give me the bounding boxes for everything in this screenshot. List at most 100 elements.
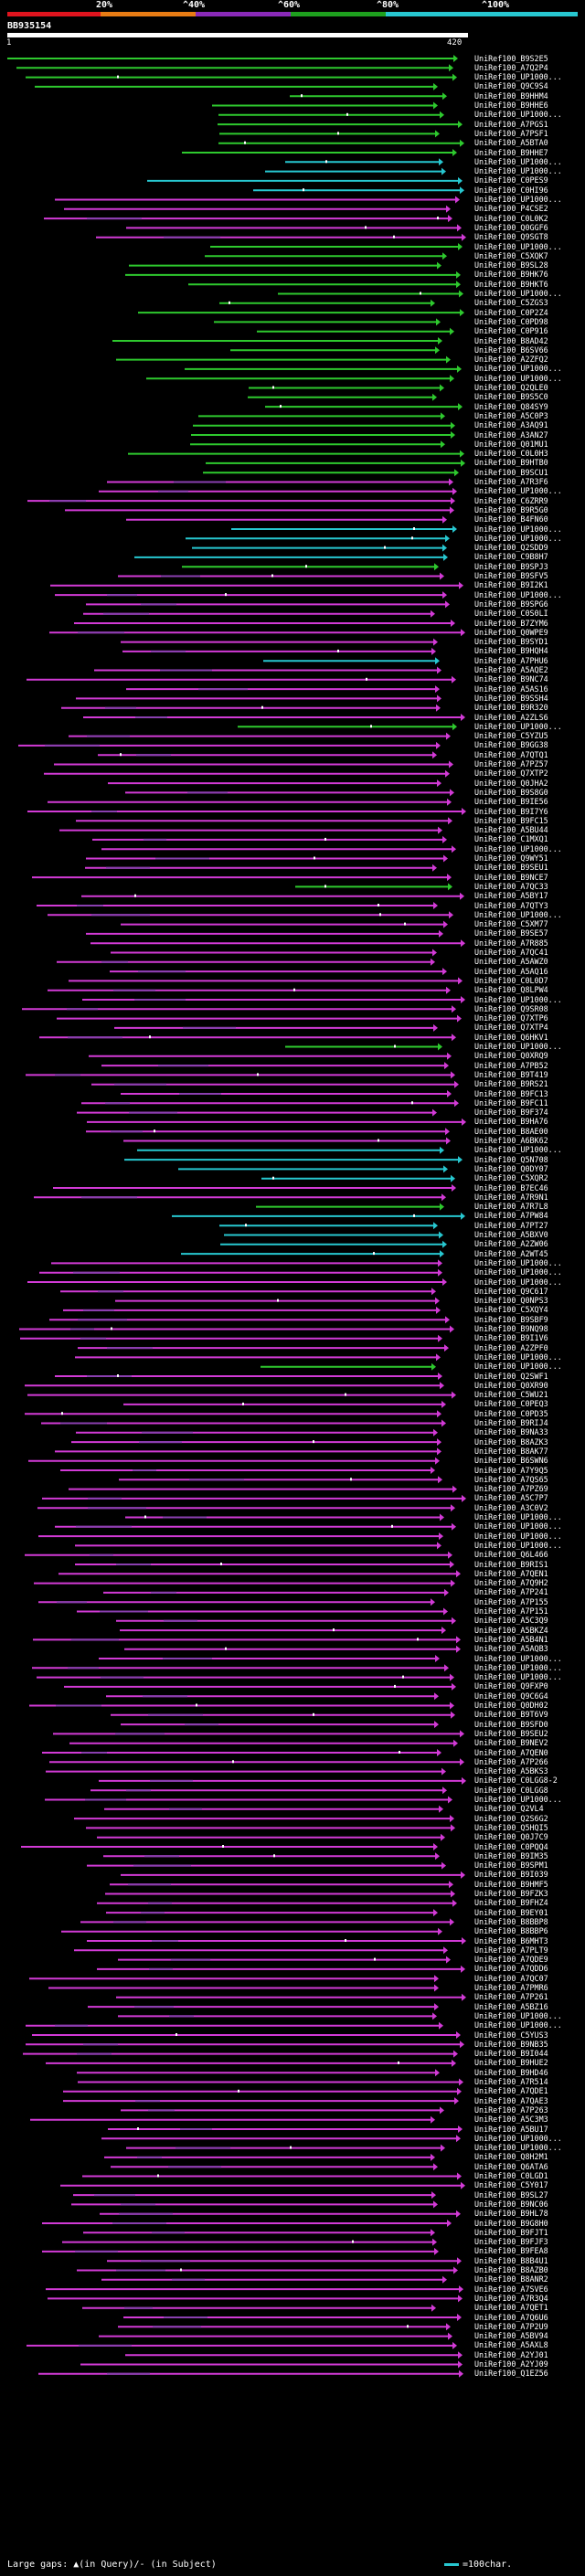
hit-label[interactable]: UniRef100_B9SEU2 [474, 1729, 548, 1738]
hit-label[interactable]: UniRef100_B9SPM1 [474, 1861, 548, 1871]
hit-label[interactable]: UniRef100_Q2QLE0 [474, 384, 548, 392]
hit-label[interactable]: UniRef100_B9I1V6 [474, 1334, 548, 1343]
hit-label[interactable]: UniRef100_A7QC41 [474, 949, 548, 957]
hit-label[interactable]: UniRef100_B9G8H0 [474, 2219, 548, 2228]
hit-label[interactable]: UniRef100_C0PEQ3 [474, 1400, 548, 1409]
hit-label[interactable]: UniRef100_Q9SR08 [474, 1004, 548, 1013]
hit-label[interactable]: UniRef100_A3AQ91 [474, 421, 548, 430]
hit-label[interactable]: UniRef100_B7EC46 [474, 1183, 548, 1193]
hit-label[interactable]: UniRef100_UP1000... [474, 844, 562, 853]
hit-label[interactable]: UniRef100_B9HQH4 [474, 647, 548, 656]
hit-label[interactable]: UniRef100_A7SVE6 [474, 2284, 548, 2294]
hit-label[interactable]: UniRef100_A2YJ09 [474, 2360, 548, 2369]
hit-label[interactable]: UniRef100_UP1000... [474, 534, 562, 543]
hit-label[interactable]: UniRef100_UP1000... [474, 196, 562, 204]
hit-label[interactable]: UniRef100_B9T6V9 [474, 1711, 548, 1720]
hit-label[interactable]: UniRef100_UP1000... [474, 2134, 562, 2143]
hit-label[interactable]: UniRef100_C0S0LI [474, 610, 548, 619]
hit-label[interactable]: UniRef100_UP1000... [474, 590, 562, 599]
hit-label[interactable]: UniRef100_B8B4U1 [474, 2256, 548, 2265]
hit-label[interactable]: UniRef100_Q6HKV1 [474, 1033, 548, 1042]
hit-label[interactable]: UniRef100_Q8H2M1 [474, 2153, 548, 2162]
hit-label[interactable]: UniRef100_A7QEN0 [474, 1748, 548, 1757]
hit-label[interactable]: UniRef100_B9FJT1 [474, 2228, 548, 2237]
hit-label[interactable]: UniRef100_B9HL78 [474, 2210, 548, 2219]
hit-label[interactable]: UniRef100_UP1000... [474, 910, 562, 919]
hit-label[interactable]: UniRef100_B9SBF9 [474, 1315, 548, 1324]
hit-label[interactable]: UniRef100_A7QET1 [474, 2304, 548, 2313]
hit-label[interactable]: UniRef100_C0L0D7 [474, 976, 548, 985]
hit-label[interactable]: UniRef100_UP1000... [474, 1532, 562, 1541]
hit-label[interactable]: UniRef100_A5C7P7 [474, 1494, 548, 1503]
hit-label[interactable]: UniRef100_C0LGG8-2 [474, 1776, 558, 1786]
hit-label[interactable]: UniRef100_B9R320 [474, 704, 548, 713]
hit-label[interactable]: UniRef100_B9NB35 [474, 2040, 548, 2049]
hit-label[interactable]: UniRef100_B4FN60 [474, 515, 548, 525]
hit-label[interactable]: UniRef100_C0P916 [474, 327, 548, 336]
hit-label[interactable]: UniRef100_A5AQB3 [474, 1645, 548, 1654]
hit-label[interactable]: UniRef100_UP1000... [474, 1043, 562, 1051]
hit-label[interactable]: UniRef100_UP1000... [474, 1654, 562, 1663]
hit-label[interactable]: UniRef100_A7R9N1 [474, 1193, 548, 1202]
hit-label[interactable]: UniRef100_A7PLT9 [474, 1945, 548, 1955]
hit-label[interactable]: UniRef100_B9SYD1 [474, 638, 548, 647]
hit-label[interactable]: UniRef100_A7R3F6 [474, 478, 548, 486]
hit-label[interactable]: UniRef100_UP1000... [474, 1362, 562, 1372]
hit-label[interactable]: UniRef100_B9HK76 [474, 270, 548, 280]
hit-label[interactable]: UniRef100_A7R3Q4 [474, 2294, 548, 2303]
hit-label[interactable]: UniRef100_UP1000... [474, 1663, 562, 1672]
hit-label[interactable]: UniRef100_UP1000... [474, 290, 562, 298]
hit-label[interactable]: UniRef100_C5XM77 [474, 920, 548, 929]
hit-label[interactable]: UniRef100_B9S8G0 [474, 788, 548, 797]
hit-label[interactable]: UniRef100_Q1EZ56 [474, 2369, 548, 2379]
hit-label[interactable]: UniRef100_C0PQQ4 [474, 1842, 548, 1851]
hit-label[interactable]: UniRef100_B8BBP8 [474, 1917, 548, 1926]
hit-label[interactable]: UniRef100_B9SFV5 [474, 572, 548, 580]
hit-label[interactable]: UniRef100_A6BK62 [474, 1137, 548, 1145]
hit-label[interactable]: UniRef100_UP1000... [474, 1796, 562, 1804]
hit-label[interactable]: UniRef100_A5AQ16 [474, 967, 548, 976]
hit-label[interactable]: UniRef100_A5BKZ4 [474, 1626, 548, 1635]
hit-label[interactable]: UniRef100_A7QDE1 [474, 2087, 548, 2096]
hit-label[interactable]: UniRef100_A5C3M3 [474, 2115, 548, 2125]
hit-label[interactable]: UniRef100_C9B8H7 [474, 553, 548, 562]
hit-label[interactable]: UniRef100_B9RIJ4 [474, 1419, 548, 1427]
hit-label[interactable]: UniRef100_B9HUE2 [474, 2059, 548, 2068]
hit-label[interactable]: UniRef100_B7ZYM6 [474, 619, 548, 628]
hit-label[interactable]: UniRef100_UP1000... [474, 111, 562, 120]
hit-label[interactable]: UniRef100_A7Y9Q5 [474, 1466, 548, 1475]
hit-label[interactable]: UniRef100_A2WT45 [474, 1249, 548, 1258]
hit-label[interactable]: UniRef100_B9FJF3 [474, 2238, 548, 2247]
hit-label[interactable]: UniRef100_Q0J7C9 [474, 1833, 548, 1842]
hit-label[interactable]: UniRef100_B9FEA8 [474, 2247, 548, 2256]
hit-label[interactable]: UniRef100_C0LGD1 [474, 2172, 548, 2180]
hit-label[interactable]: UniRef100_B9NC06 [474, 2200, 548, 2209]
hit-label[interactable]: UniRef100_B9I2K1 [474, 581, 548, 590]
hit-label[interactable]: UniRef100_A7R7L8 [474, 1203, 548, 1212]
hit-label[interactable]: UniRef100_B9SE57 [474, 929, 548, 938]
hit-label[interactable]: UniRef100_A7QEN1 [474, 1569, 548, 1578]
hit-label[interactable]: UniRef100_A7PGS1 [474, 120, 548, 129]
hit-label[interactable]: UniRef100_UP1000... [474, 365, 562, 374]
hit-label[interactable]: UniRef100_C5XQK7 [474, 251, 548, 260]
hit-label[interactable]: UniRef100_B9NC74 [474, 675, 548, 684]
hit-label[interactable]: UniRef100_Q0WPE9 [474, 628, 548, 637]
hit-label[interactable]: UniRef100_C5Y017 [474, 2181, 548, 2190]
hit-label[interactable]: UniRef100_B9HHE6 [474, 101, 548, 110]
hit-label[interactable]: UniRef100_B6MHT3 [474, 1936, 548, 1945]
hit-label[interactable]: UniRef100_A7PHU6 [474, 656, 548, 665]
hit-label[interactable]: UniRef100_A7QDD6 [474, 1965, 548, 1974]
hit-label[interactable]: UniRef100_A7PW84 [474, 1212, 548, 1221]
hit-label[interactable]: UniRef100_A7QDE9 [474, 1956, 548, 1965]
hit-label[interactable]: UniRef100_UP1000... [474, 1146, 562, 1155]
hit-label[interactable]: UniRef100_A5BXV0 [474, 1231, 548, 1239]
hit-label[interactable]: UniRef100_B6SV66 [474, 345, 548, 355]
hit-label[interactable]: UniRef100_A5BY17 [474, 892, 548, 901]
hit-label[interactable]: UniRef100_B9HKT6 [474, 280, 548, 289]
hit-label[interactable]: UniRef100_B8AZB0 [474, 2266, 548, 2274]
hit-label[interactable]: UniRef100_A3AN27 [474, 430, 548, 440]
hit-label[interactable]: UniRef100_C0PD35 [474, 1409, 548, 1418]
hit-label[interactable]: UniRef100_B9IM35 [474, 1851, 548, 1860]
hit-label[interactable]: UniRef100_B9IE56 [474, 798, 548, 807]
hit-label[interactable]: UniRef100_B9HTB0 [474, 459, 548, 468]
